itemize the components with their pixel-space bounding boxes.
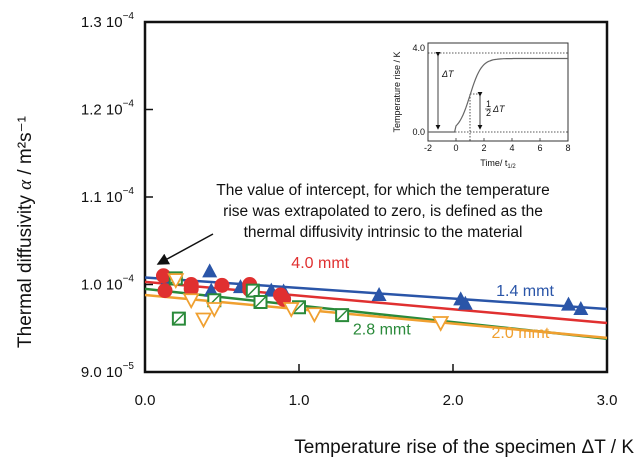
inset-half-num: 1 <box>486 99 491 109</box>
inset-x-title-sub: 1/2 <box>507 164 516 170</box>
marker-s3-p2 <box>195 312 213 329</box>
inset-rise-curve <box>428 57 568 133</box>
x-tick-label-0: 0.0 <box>135 392 156 409</box>
marker-s0-p6 <box>371 287 387 301</box>
y-tick-exponent-0: −5 <box>123 361 135 372</box>
y-tick-label-4: 1.3 10−4 <box>81 11 135 31</box>
y-tick-exponent-1: −4 <box>123 274 135 285</box>
inset-x-label-2: 2 <box>481 143 486 153</box>
y-axis-title-symbol: α <box>15 179 36 190</box>
marker-s0-p10 <box>573 301 589 315</box>
annotation-line-2: rise was extrapolated to zero, is define… <box>223 203 543 220</box>
y-tick-mantissa-1: 1.0 10 <box>81 277 123 294</box>
series-labels: 1.4 mmt 4.0 mmt 2.8 mmt 2.0 mmt <box>291 255 554 342</box>
marker-s1-p3 <box>183 281 199 297</box>
x-tick-label-2: 2.0 <box>443 392 464 409</box>
marker-s2-p1-slash <box>172 312 186 326</box>
marker-s0-p2 <box>203 282 219 297</box>
inset-half-den: 2 <box>486 108 491 118</box>
y-tick-label-2: 1.1 10−4 <box>81 186 135 206</box>
marker-s3-p3 <box>205 302 223 318</box>
y-axis-ticks: 9.0 10−51.0 10−41.1 10−41.2 10−41.3 10−4 <box>81 11 153 381</box>
marker-s2-p3-slash <box>246 284 260 298</box>
marker-s2-p6 <box>335 308 350 323</box>
inset-delta-label: ΔT <box>441 69 455 79</box>
marker-s2-p6-slash <box>335 308 349 322</box>
x-tick-label-3: 3.0 <box>597 392 618 409</box>
y-axis-title: Thermal diffusivity α / m²s⁻¹ <box>15 116 36 348</box>
inset-x-label-0: -2 <box>424 143 432 153</box>
annotation-line-3: thermal diffusivity intrinsic to the mat… <box>244 224 523 241</box>
series-label-0: 1.4 mmt <box>496 283 554 300</box>
y-tick-label-0: 9.0 10−5 <box>81 361 135 381</box>
annotation-line-1: The value of intercept, for which the te… <box>216 182 549 199</box>
x-axis-ticks: 0.0 1.0 2.0 3.0 <box>135 364 618 409</box>
marker-s2-p1 <box>171 311 186 326</box>
y-tick-exponent-3: −4 <box>123 99 135 110</box>
y-tick-exponent-4: −4 <box>123 11 135 22</box>
inset-y-label-1: 4.0 <box>412 43 425 53</box>
series-label-1: 4.0 mmt <box>291 255 349 272</box>
data-markers <box>155 263 589 332</box>
x-tick-label-1: 1.0 <box>289 392 310 409</box>
marker-s0-p1 <box>202 263 218 278</box>
y-tick-mantissa-0: 9.0 10 <box>81 364 123 381</box>
inset-x-label-3: 4 <box>509 143 514 153</box>
y-axis-title-unit: / m²s⁻¹ <box>15 116 36 180</box>
y-tick-exponent-2: −4 <box>123 186 135 197</box>
marker-s2-p5-slash <box>292 300 306 314</box>
marker-s1-p1 <box>157 283 173 299</box>
y-tick-mantissa-2: 1.1 10 <box>81 189 123 206</box>
y-tick-mantissa-3: 1.2 10 <box>81 102 123 119</box>
y-tick-label-1: 1.0 10−4 <box>81 274 135 294</box>
x-axis-title: Temperature rise of the specimen ΔT / K <box>294 437 634 458</box>
series-label-3: 2.0 mmt <box>492 325 550 342</box>
marker-s0-p9 <box>561 296 576 311</box>
inset-frame <box>427 42 569 142</box>
y-tick-mantissa-4: 1.3 10 <box>81 14 123 31</box>
inset-x-label-5: 8 <box>565 143 570 153</box>
inset-ticks: -2 0 2 4 6 8 0.0 4.0 <box>412 43 570 153</box>
marker-s1-p4 <box>214 277 230 293</box>
marker-s2-p4-slash <box>253 295 268 309</box>
marker-s2-p3 <box>245 283 260 298</box>
annotation-arrow <box>156 233 214 265</box>
marker-s3-p0 <box>167 273 185 290</box>
inset-y-label-0: 0.0 <box>412 127 425 137</box>
y-axis-title-text: Thermal diffusivity <box>15 195 36 348</box>
marker-s3-p1 <box>182 293 200 310</box>
marker-s3-p4 <box>282 302 300 318</box>
marker-s0-p8 <box>457 295 473 310</box>
y-tick-label-3: 1.2 10−4 <box>81 99 135 119</box>
inset-half-sym: ΔT <box>492 104 506 114</box>
inset-y-title: Temperature rise / K <box>392 51 402 132</box>
intercept-annotation: The value of intercept, for which the te… <box>156 182 550 265</box>
inset-x-title-text: Time/ t <box>480 158 508 168</box>
inset-x-title: Time/ t1/2 <box>480 158 516 170</box>
inset-x-label-1: 0 <box>453 143 458 153</box>
marker-s1-p0 <box>155 268 171 284</box>
inset-chart: -2 0 2 4 6 8 0.0 4.0 ΔT 1 2 ΔT Temperature rise… <box>392 42 571 170</box>
series-label-2: 2.8 mmt <box>353 321 411 338</box>
inset-x-label-4: 6 <box>537 143 542 153</box>
marker-s2-p4 <box>253 295 268 309</box>
marker-s3-p5 <box>305 307 323 324</box>
marker-s3-p6 <box>432 316 450 332</box>
